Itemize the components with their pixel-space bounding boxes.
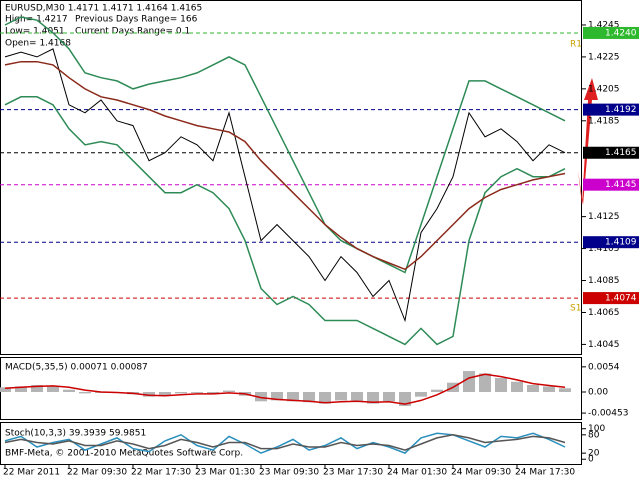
y-tick-label: 1.4045 <box>588 340 620 350</box>
level-box <box>583 103 639 116</box>
y-tick-label: 1.4245 <box>588 20 620 30</box>
header-note: Low= 1.4051 <box>5 27 65 37</box>
histogram-bar <box>383 391 395 402</box>
histogram-bar <box>543 386 555 392</box>
s1-label: S1 <box>570 304 581 314</box>
level-box <box>583 236 639 249</box>
histogram-bar <box>47 386 59 392</box>
y-tick-label: 20 <box>588 449 600 459</box>
histogram-bar <box>287 391 299 402</box>
copyright: BMF-Meta, © 2001-2010 MetaQuotes Softwar… <box>5 449 243 459</box>
histogram-bar <box>31 385 43 392</box>
y-tick-label: 1.4125 <box>588 212 620 222</box>
level-label: 1.4109 <box>605 238 637 248</box>
histogram-bar <box>463 371 475 392</box>
x-tick-label: 22 Mar 09:30 <box>67 468 127 478</box>
header-note: Current Days Range= 0.1 <box>75 27 190 37</box>
level-label: 1.4074 <box>605 294 637 304</box>
series-line <box>4 373 566 405</box>
histogram-bar <box>191 391 203 393</box>
series-line <box>4 48 566 323</box>
level-box <box>583 292 639 305</box>
y-tick-label: 0.00 <box>588 387 608 397</box>
histogram-bar <box>367 391 379 404</box>
histogram-bar <box>559 388 571 392</box>
series-line <box>4 16 566 274</box>
level-label: 1.4240 <box>605 28 637 38</box>
histogram-bar <box>495 378 507 392</box>
header: EURUSD,M30 1.4171 1.4171 1.4164 1.4165 <box>5 4 202 14</box>
header-note: Open= 1.4168 <box>5 39 71 49</box>
x-tick-label: 23 Mar 01:30 <box>195 468 255 478</box>
level-label: 1.4165 <box>605 148 637 158</box>
y-tick-label: 1.4085 <box>588 276 620 286</box>
level-label: 1.4192 <box>605 105 637 115</box>
histogram-bar <box>15 386 27 392</box>
x-tick-label: 24 Mar 01:30 <box>387 468 447 478</box>
macd-title: MACD(5,35,5) 0.00071 0.00087 <box>5 363 148 373</box>
histogram-bar <box>303 391 315 403</box>
y-tick-label: -0.00453 <box>588 409 628 419</box>
histogram-bar <box>399 391 411 406</box>
histogram-bar <box>351 391 363 402</box>
series-line <box>4 60 566 271</box>
y-tick-label: 100 <box>588 424 605 434</box>
x-tick-label: 24 Mar 09:30 <box>451 468 511 478</box>
histogram-bar <box>271 391 283 401</box>
y-tick-label: 1.4205 <box>588 84 620 94</box>
series-line <box>4 96 566 346</box>
y-tick-label: 80 <box>588 430 600 440</box>
level-box <box>583 178 639 191</box>
histogram-bar <box>335 391 347 401</box>
level-box <box>583 146 639 159</box>
x-tick-label: 23 Mar 09:30 <box>259 468 319 478</box>
histogram-bar <box>511 381 523 392</box>
y-tick-label: 1.4225 <box>588 52 620 62</box>
x-tick-label: 23 Mar 17:30 <box>323 468 383 478</box>
stoch-title: Stoch(10,3,3) 39.3939 59.9851 <box>5 429 146 439</box>
histogram-bar <box>143 391 155 397</box>
histogram-bar <box>159 391 171 396</box>
series-line <box>4 434 566 451</box>
histogram-bar <box>223 390 235 392</box>
histogram-bar <box>319 391 331 404</box>
y-tick-label: 1.4105 <box>588 244 620 254</box>
histogram-bar <box>415 391 427 397</box>
histogram-bar <box>0 387 11 392</box>
histogram-bar <box>479 373 491 392</box>
y-tick-label: 1.4185 <box>588 116 620 126</box>
main-frame <box>0 0 582 355</box>
header-note: Previous Days Range= 166 <box>75 15 198 25</box>
histogram-bar <box>255 391 267 402</box>
histogram-bar <box>527 385 539 392</box>
histogram-bar <box>63 389 75 392</box>
x-tick-label: 24 Mar 17:30 <box>515 468 575 478</box>
y-tick-label: 1.4065 <box>588 308 620 318</box>
x-tick-label: 22 Mar 17:30 <box>131 468 191 478</box>
y-tick-label: 0 <box>588 455 594 465</box>
y-tick-label: 0.0054 <box>588 362 620 372</box>
histogram-bar <box>79 391 91 394</box>
histogram-bar <box>431 389 443 392</box>
histogram-bar <box>175 391 187 394</box>
arrow <box>578 78 598 205</box>
r1-label: R1 <box>570 40 582 50</box>
stoch-frame <box>0 422 582 465</box>
level-box <box>583 26 639 39</box>
x-tick-label: 22 Mar 2011 <box>3 468 60 478</box>
level-label: 1.4145 <box>605 180 637 190</box>
